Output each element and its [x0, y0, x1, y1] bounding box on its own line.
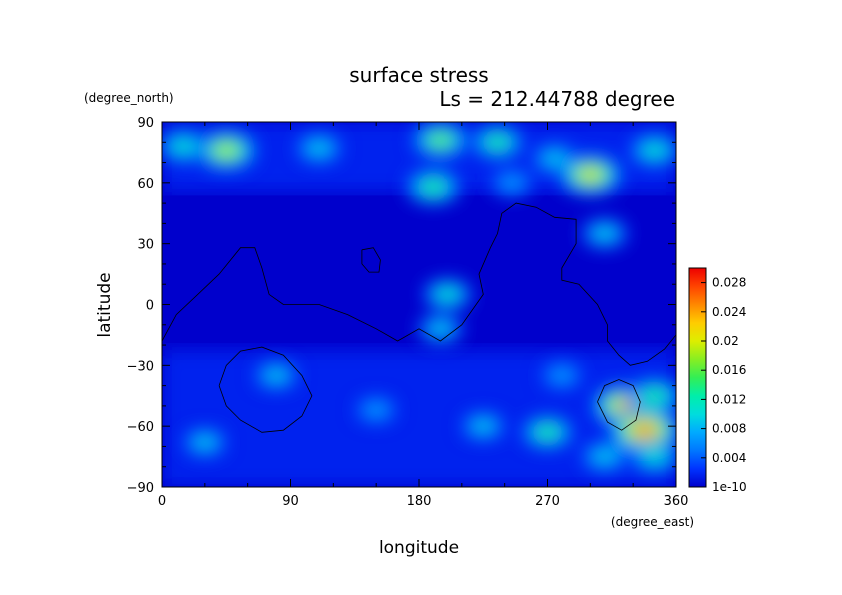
colorbar-tick-label: 1e-10 — [712, 480, 747, 494]
x-tick-label: 0 — [158, 494, 166, 509]
x-unit-label: (degree_east) — [611, 515, 694, 529]
heatmap-plot-area — [162, 122, 676, 487]
heatmap-cell — [594, 450, 615, 463]
heatmap-cell — [195, 436, 214, 449]
heatmap-cell — [267, 369, 286, 382]
heatmap-cell — [539, 427, 556, 437]
x-tick-label: 180 — [407, 494, 432, 509]
y-tick-label: 0 — [146, 299, 154, 314]
heatmap-cell — [500, 175, 523, 190]
heatmap-cell — [638, 426, 651, 435]
heatmap-cell — [645, 144, 664, 156]
colorbar-ticks: 0.028 0.024 0.02 0.016 0.012 0.008 0.004 1e-10 — [701, 276, 747, 494]
y-unit-label: (degree_north) — [84, 91, 174, 105]
colorbar-tick-label: 0.012 — [712, 392, 746, 406]
contour-hellas-basin — [218, 346, 313, 433]
heatmap-cell — [545, 152, 565, 165]
heatmap-cell — [645, 451, 664, 462]
heatmap-cell — [583, 170, 597, 179]
heatmap-cell — [431, 322, 450, 335]
contour-small-loop — [361, 247, 381, 273]
colorbar-tick-label: 0.02 — [712, 334, 739, 348]
y-tick-label: 90 — [137, 116, 154, 131]
colorbar-tick-label: 0.016 — [712, 363, 746, 377]
x-tick-label: 270 — [535, 494, 560, 509]
x-axis-ticks: 0 90 180 270 360 — [158, 122, 689, 509]
heatmap-cell — [474, 420, 493, 432]
heatmap-cell — [489, 137, 506, 147]
colorbar: 0.028 0.024 0.02 0.016 0.012 0.008 0.004 1e-10 — [688, 267, 747, 494]
heatmap-cell — [174, 140, 193, 152]
heatmap-hotspots — [162, 122, 676, 473]
colorbar-tick-label: 0.008 — [712, 422, 746, 436]
y-tick-label: −90 — [127, 481, 154, 496]
heatmap-cell — [646, 390, 663, 401]
y-tick-label: 60 — [137, 177, 154, 192]
y-axis-title: latitude — [95, 272, 115, 337]
contour-tharsis-ridge — [162, 202, 676, 366]
contour-argyre-basin — [597, 379, 641, 431]
heatmap-cell — [425, 181, 442, 192]
x-axis-title: longitude — [379, 538, 459, 558]
heatmap-cell — [219, 145, 234, 155]
heatmap-cell — [433, 135, 448, 145]
x-tick-label: 360 — [664, 494, 689, 509]
x-tick-label: 90 — [282, 494, 299, 509]
y-tick-label: −30 — [127, 359, 154, 374]
heatmap-cell — [309, 142, 329, 155]
colorbar-tick-label: 0.004 — [712, 451, 746, 465]
colorbar-gradient — [688, 267, 707, 488]
chart-subtitle: Ls = 212.44788 degree — [439, 87, 675, 111]
y-tick-label: 30 — [137, 238, 154, 253]
y-axis-ticks: 90 60 30 0 −30 −60 −90 — [127, 116, 676, 496]
heatmap-cell — [619, 401, 633, 410]
topography-contours — [162, 202, 676, 433]
heatmap-cell — [550, 368, 573, 383]
chart-title: surface stress — [349, 63, 488, 87]
heatmap-cell — [365, 403, 388, 417]
colorbar-tick-label: 0.024 — [712, 305, 746, 319]
heatmap-cell — [594, 227, 615, 240]
colorbar-tick-label: 0.028 — [712, 276, 746, 290]
heatmap-cell — [439, 289, 456, 300]
y-tick-label: −60 — [127, 420, 154, 435]
